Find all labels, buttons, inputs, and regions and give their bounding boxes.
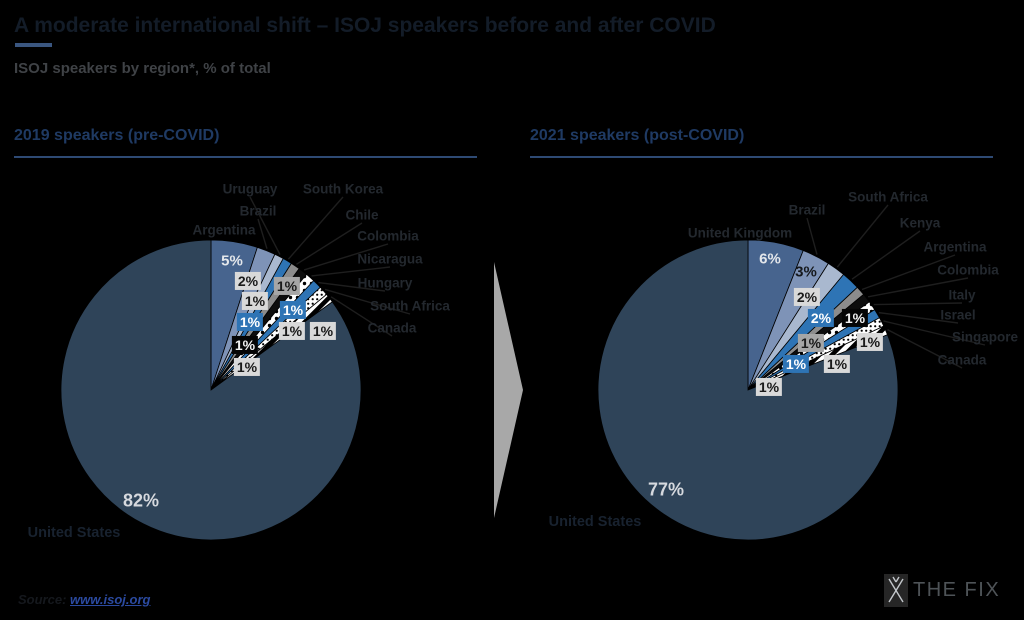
leader-line-brazil — [257, 218, 268, 249]
leader-line-canada — [330, 296, 393, 337]
chart-subtitle: ISOJ speakers by region*, % of total — [14, 60, 271, 77]
leader-line-nicaragua — [311, 266, 391, 277]
thefix-logo-mark — [884, 574, 908, 607]
section-header-2021: 2021 speakers (post-COVID) — [530, 127, 993, 158]
leader-line-brazil — [806, 217, 818, 255]
leader-line-italy — [873, 302, 963, 306]
source-prefix: Source: — [18, 592, 67, 607]
section-header-2019: 2019 speakers (pre-COVID) — [14, 127, 477, 158]
section-label-2021: 2021 speakers (post-COVID) — [530, 127, 745, 144]
leader-line-south-africa — [324, 288, 411, 315]
leader-line-south-korea — [287, 196, 344, 260]
section-rule-2021 — [530, 156, 993, 158]
thefix-logo-text: THE FIX — [913, 579, 1001, 601]
title-accent-dash — [15, 43, 52, 47]
pie-slice-united-states — [597, 239, 899, 541]
section-label-2019: 2019 speakers (pre-COVID) — [14, 127, 220, 144]
leader-line-canada — [887, 329, 963, 369]
leader-line-uruguay — [249, 196, 281, 255]
pie-slice-united-states — [60, 239, 362, 541]
source-link[interactable]: www.isoj.org — [70, 592, 151, 607]
leader-line-israel — [878, 311, 959, 324]
transition-arrow — [494, 262, 523, 518]
leader-line-kenya — [851, 230, 921, 280]
thefix-logo: THE FIX — [884, 574, 1000, 607]
leader-line-singapore — [883, 320, 986, 346]
leader-line-hungary — [318, 281, 386, 292]
leader-line-chile — [296, 222, 363, 265]
page-title: A moderate international shift – ISOJ sp… — [14, 14, 716, 37]
leader-line-south-africa — [836, 204, 889, 268]
leader-line-argentina — [861, 254, 956, 291]
source-line: Source: www.isoj.org — [18, 592, 150, 607]
section-rule-2019 — [14, 156, 477, 158]
leader-line-colombia — [867, 277, 969, 298]
thefix-x-icon — [888, 576, 904, 603]
leader-line-colombia — [303, 243, 389, 271]
